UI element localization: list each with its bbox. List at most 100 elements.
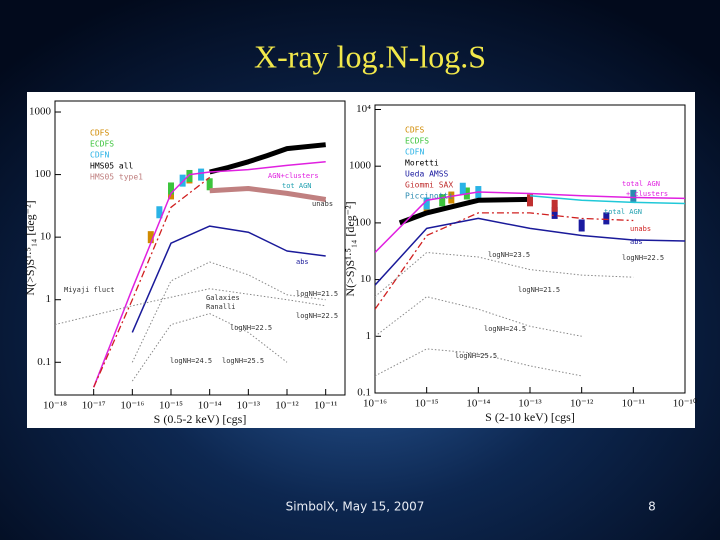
data-point [448,191,455,204]
annotation: unabs [312,200,333,208]
series-line [375,348,582,377]
legend-entry: ECDFS [90,140,114,149]
annotation: abs [630,238,643,246]
data-point [527,194,533,207]
x-tick-label: 10⁻¹⁶ [120,400,144,412]
annotation: logNH=21.5 [518,286,560,294]
series-line [93,176,211,388]
y-tick-label: 10 [40,231,52,243]
series-line [209,186,327,202]
x-axis-title: S (2-10 keV) [cgs] [485,410,575,424]
y-tick-label: 0.1 [357,387,371,399]
series-line [375,191,685,254]
legend-entry: CDFS [90,129,109,138]
plot-area [55,142,327,388]
y-tick-label: 100 [35,168,52,180]
data-point [423,197,430,210]
x-tick-label: 10⁻¹⁶ [363,398,387,410]
series-line [209,142,326,175]
series-line [131,225,326,333]
annotation: AGN+clusters [268,172,319,180]
annotation: + clusters [626,190,668,198]
annotation: logNH=25.5 [222,357,264,365]
x-tick-label: 10⁻¹³ [518,398,542,410]
x-tick-label: 10⁻¹⁷ [82,400,106,412]
series-line [375,212,634,310]
y-tick-label: 1000 [349,160,372,172]
data-point [551,206,558,219]
series-line [55,288,326,326]
y-axis-title: N(>S)S¹·⁵₁₄ [deg⁻²] [23,200,37,295]
annotation: logNH=22.5 [230,324,272,332]
series-line [529,195,685,205]
x-tick-label: 10⁻¹⁰ [673,398,698,410]
plot-area [375,182,685,377]
annotation: logNH=23.5 [488,251,530,259]
data-point [156,206,163,219]
legend-entry: Ueda AMSS [405,170,449,179]
annotation: logNH=24.5 [170,357,212,365]
data-point [206,178,213,191]
data-point [147,231,154,244]
x-tick-label: 10⁻¹² [275,400,299,412]
series-line [375,296,582,337]
annotation: total AGN [622,180,660,188]
annotation: abs [296,258,309,266]
y-axis-title: N(>S)S¹·⁵₁₄ [deg⁻²] [343,201,357,296]
footer: SimbolX, May 15, 2007 [286,500,425,514]
annotation: logNH=21.5 [296,290,338,298]
data-point [630,189,637,202]
annotation: total AGN [604,208,642,216]
x-tick-label: 10⁻¹¹ [622,398,645,410]
annotation: unabs [630,225,651,233]
x-axis-title: S (0.5-2 keV) [cgs] [154,412,247,426]
legend-entry: Giommi SAX [405,181,453,190]
data-point [603,212,610,225]
annotation: Galaxies [206,294,240,302]
x-tick-label: 10⁻¹⁵ [159,400,183,412]
annotation: logNH=25.5 [455,352,497,360]
series-line [131,313,288,382]
x-tick-label: 10⁻¹⁴ [198,400,222,412]
figure-panel [27,92,695,428]
data-point [459,182,466,195]
legend-entry: Piccinotti [405,192,453,201]
legend-entry: CDFN [90,151,109,160]
x-tick-label: 10⁻¹³ [237,400,261,412]
x-tick-label: 10⁻¹⁸ [43,400,67,412]
plot-frame [54,100,346,396]
legend-entry: Moretti [405,159,439,168]
data-point [186,169,193,182]
data-point [198,168,205,181]
annotation: Ranalli [206,303,236,311]
legend-entry: HMS05 type1 [90,173,143,182]
x-tick-label: 10⁻¹¹ [314,400,337,412]
page-number: 8 [648,500,656,514]
annotation: logNH=22.5 [622,254,664,262]
x-tick-label: 10⁻¹² [570,398,594,410]
data-point [168,182,175,195]
annotation: logNH=22.5 [296,312,338,320]
legend-entry: CDFS [405,126,424,135]
y-tick-label: 10⁴ [356,103,371,115]
data-point [439,194,446,207]
slide-title: X-ray log.N-log.S [254,38,486,74]
annotation: tot AGN [282,182,312,190]
data-point [578,219,585,232]
series-line [375,252,634,298]
annotation: logNH=24.5 [484,325,526,333]
x-tick-label: 10⁻¹⁴ [466,398,490,410]
y-tick-label: 10 [360,273,372,285]
series-line [93,161,326,388]
x-tick-label: 10⁻¹⁵ [415,398,439,410]
legend-entry: HMS05 all [90,162,134,171]
y-tick-label: 1 [46,293,52,305]
legend-entry: CDFN [405,148,424,157]
series-line [398,196,531,226]
data-point [551,199,558,212]
annotation: Miyaji fluct [64,286,115,294]
legend-entry: ECDFS [405,137,429,146]
series-line [375,217,685,286]
y-tick-label: 0.1 [37,356,51,368]
